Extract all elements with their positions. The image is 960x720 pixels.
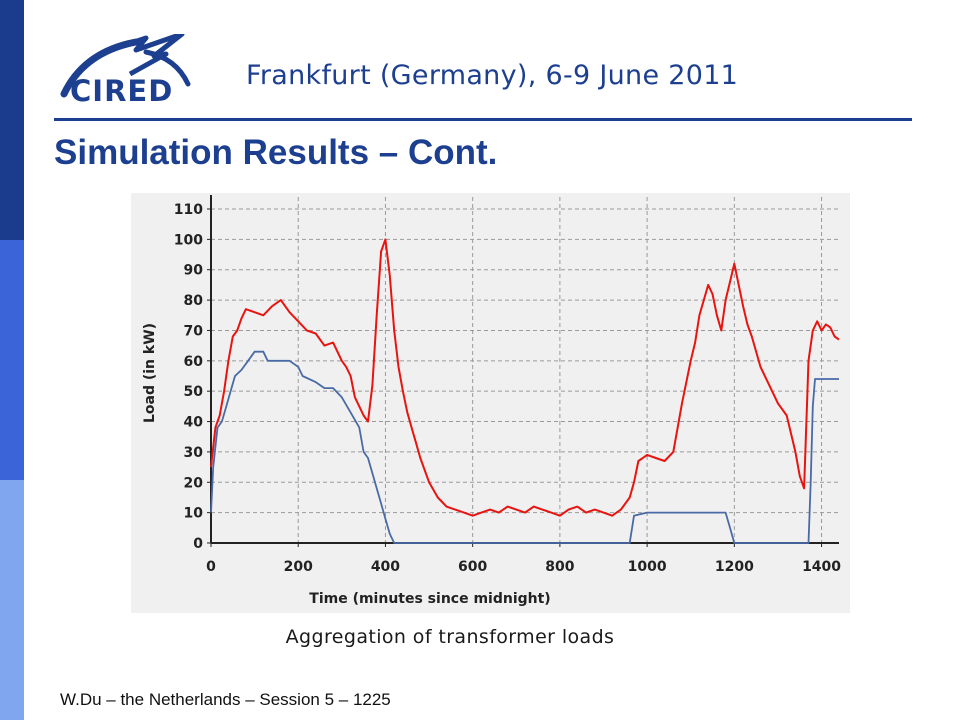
y-tick-label: 40 <box>184 415 204 431</box>
x-tick-label: 0 <box>206 559 216 575</box>
chart-axes <box>207 195 839 547</box>
y-tick-label: 30 <box>184 445 204 461</box>
chart-grid <box>211 197 839 543</box>
series-line-blue <box>210 350 839 544</box>
series-line-red <box>210 238 840 517</box>
y-tick-label: 90 <box>184 263 204 279</box>
side-bar-top <box>0 0 24 240</box>
x-tick-label: 400 <box>371 559 400 575</box>
load-chart: 0 10 20 30 40 50 60 70 80 90 100 110 0 200 400 600 800 10… <box>142 195 842 607</box>
side-bar-bottom <box>0 480 24 720</box>
chart-tick-labels: 0 10 20 30 40 50 60 70 80 90 100 110 0 200 400 600 800 10… <box>174 202 842 575</box>
x-tick-label: 600 <box>458 559 487 575</box>
x-tick-label: 1200 <box>715 559 754 575</box>
y-tick-label: 80 <box>184 293 204 309</box>
y-tick-label: 0 <box>193 536 203 552</box>
side-bar-middle <box>0 240 24 480</box>
y-tick-label: 20 <box>184 475 204 491</box>
title-divider <box>54 118 912 121</box>
y-tick-label: 70 <box>184 323 204 339</box>
chart-panel: 0 10 20 30 40 50 60 70 80 90 100 110 0 200 400 600 800 10… <box>131 193 850 613</box>
y-tick-label: 60 <box>184 354 204 370</box>
y-axis-label: Load (in kW) <box>142 323 158 423</box>
x-tick-label: 200 <box>284 559 313 575</box>
logo-text: CIRED <box>70 74 174 108</box>
y-tick-label: 50 <box>184 384 204 400</box>
x-axis-label: Time (minutes since midnight) <box>309 591 550 607</box>
chart-caption-text: Aggregation of transformer loads <box>285 626 615 648</box>
footer-text: W.Du – the Netherlands – Session 5 – 122… <box>60 690 391 709</box>
page-title: Simulation Results – Cont. <box>54 133 498 172</box>
y-tick-label: 110 <box>174 202 203 218</box>
y-tick-label: 10 <box>184 506 204 522</box>
x-tick-label: 1400 <box>802 559 841 575</box>
chart-series <box>210 238 840 544</box>
y-tick-label: 100 <box>174 232 203 248</box>
x-tick-label: 1000 <box>628 559 667 575</box>
x-tick-label: 800 <box>545 559 574 575</box>
chart-caption: Aggregation of transformer loads <box>0 626 900 648</box>
logo-icon <box>60 34 191 98</box>
conference-title: Frankfurt (Germany), 6-9 June 2011 <box>246 60 739 91</box>
